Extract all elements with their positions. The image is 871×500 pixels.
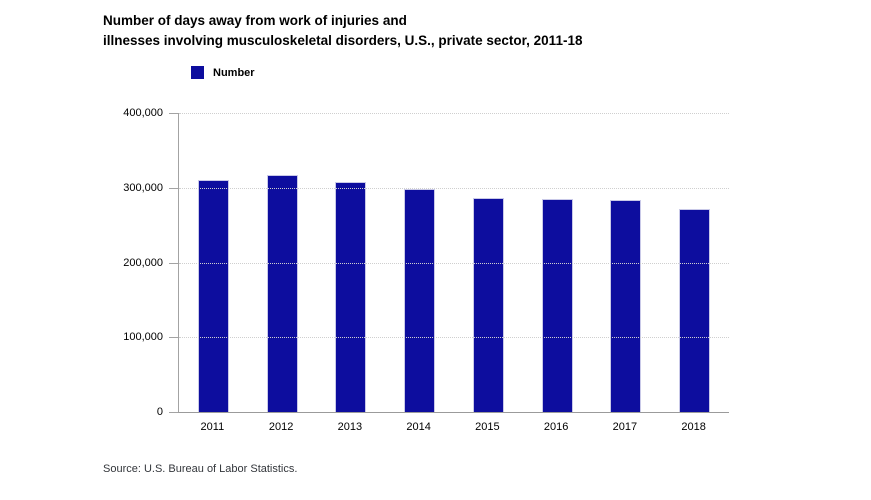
gridline [179,262,729,264]
x-axis-label-2013: 2013 [337,421,363,433]
x-axis-labels: 2011 2012 2013 2014 2015 2016 2017 2018 [178,421,728,433]
y-axis-tick [169,412,178,413]
chart-title: Number of days away from work of injurie… [103,11,582,51]
bar-2015[interactable] [472,198,504,412]
y-axis-tick-label: 400,000 [123,107,163,119]
y-axis-tick [169,113,178,114]
y-axis-tick-label: 0 [156,406,163,418]
y-axis-tick [169,337,178,339]
source-note: Source: U.S. Bureau of Labor Statistics. [103,463,298,475]
x-axis-label-2011: 2011 [200,421,225,433]
gridline [179,187,729,189]
x-axis-label-2016: 2016 [543,421,569,433]
chart-title-line1: Number of days away from work of injurie… [103,13,407,28]
bar-2013[interactable] [335,181,367,412]
bars [179,113,729,412]
y-axis-tick-label: 200,000 [123,256,163,269]
x-axis-label-2015: 2015 [475,421,500,433]
chart-title-line2: illnesses involving musculoskeletal diso… [103,33,583,48]
bar-2017[interactable] [610,200,642,412]
plot-area: 400,000 300,000 200,000 100,000 0 [123,107,729,418]
legend[interactable]: Number [191,66,255,79]
bar-2016[interactable] [541,198,573,412]
y-axis-tick [169,262,178,264]
bar-2011[interactable] [197,179,229,412]
bar-2014[interactable] [404,189,436,412]
y-axis-tick [169,187,178,189]
legend-label: Number [213,66,255,79]
x-axis-label-2018: 2018 [681,421,706,433]
gridline [179,337,729,339]
bar-2018[interactable] [679,208,711,412]
x-axis-label-2014: 2014 [406,421,431,433]
y-axis-tick-label: 100,000 [123,331,163,344]
y-axis-tick-label: 300,000 [123,181,163,194]
bar-2012[interactable] [266,175,298,412]
x-axis-label-2012: 2012 [268,421,294,433]
legend-swatch-icon [191,66,204,79]
gridline [179,113,729,114]
x-axis-label-2017: 2017 [612,421,638,433]
